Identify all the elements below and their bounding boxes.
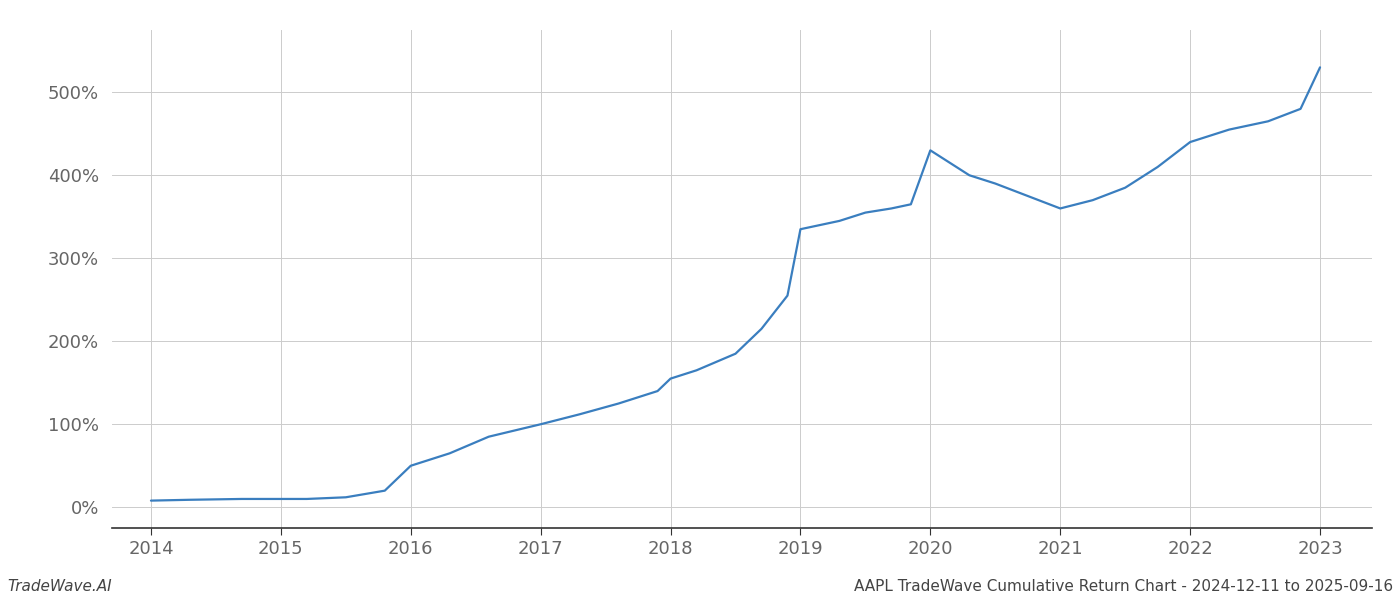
Text: TradeWave.AI: TradeWave.AI bbox=[7, 579, 112, 594]
Text: AAPL TradeWave Cumulative Return Chart - 2024-12-11 to 2025-09-16: AAPL TradeWave Cumulative Return Chart -… bbox=[854, 579, 1393, 594]
